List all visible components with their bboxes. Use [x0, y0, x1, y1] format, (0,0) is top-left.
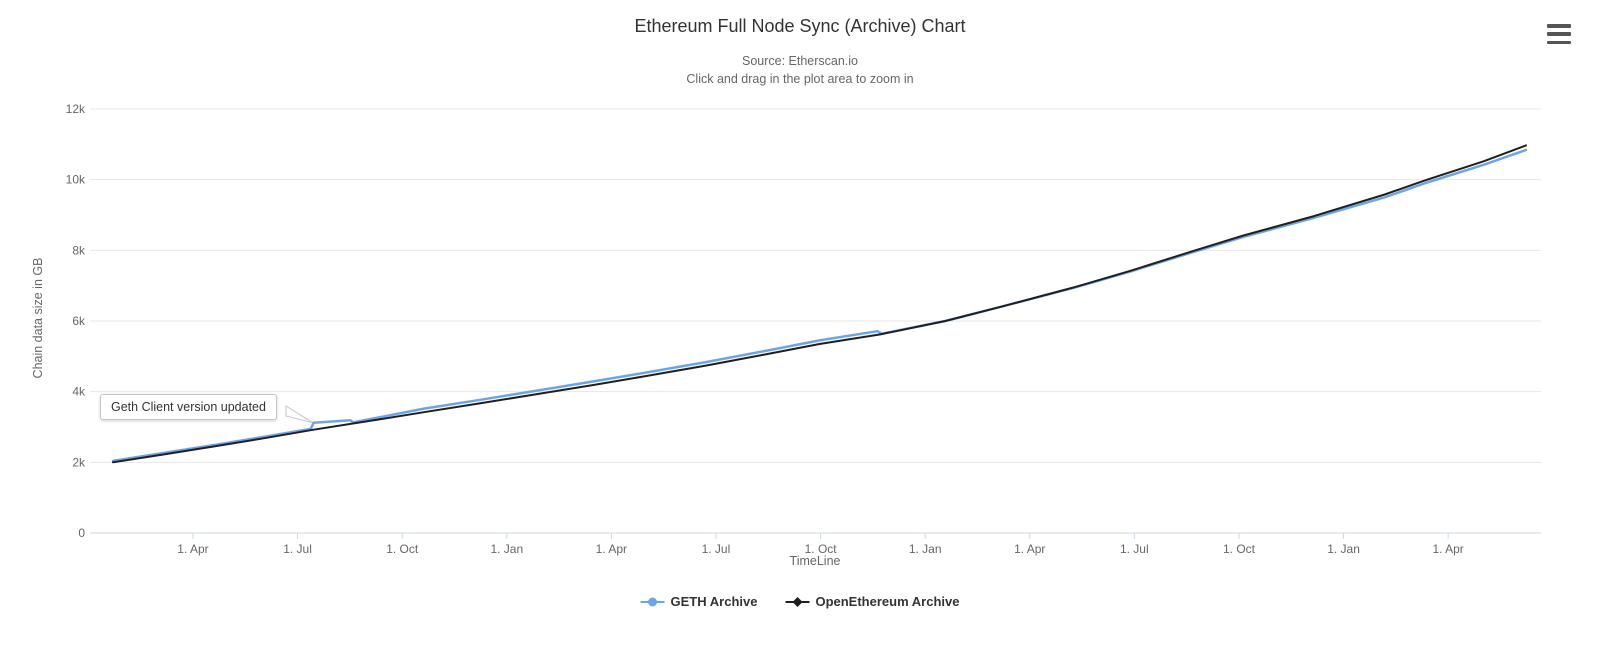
svg-text:10k: 10k: [66, 173, 86, 187]
geth-series-marker-icon: [640, 597, 665, 606]
x-axis-ticks-and-labels: 1. Apr 1. Jul 1. Oct 1. Jan 1. Apr 1. Jul 1. O…: [177, 533, 1464, 556]
svg-text:1. Apr: 1. Apr: [596, 542, 627, 556]
svg-text:1. Oct: 1. Oct: [1223, 542, 1256, 556]
chart-zoom-hint-subtitle: Click and drag in the plot area to zoom …: [686, 72, 914, 86]
y-axis-grid-and-labels: 0 2k 4k 6k 8k 10k 12k: [66, 102, 1541, 540]
y-axis-title: Chain data size in GB: [31, 257, 45, 379]
svg-text:0: 0: [78, 526, 85, 540]
svg-text:1. Oct: 1. Oct: [805, 542, 838, 556]
legend-label-geth: GETH Archive: [670, 594, 758, 609]
svg-text:1. Oct: 1. Oct: [386, 542, 419, 556]
hamburger-icon: [1547, 40, 1571, 44]
svg-text:1. Jul: 1. Jul: [283, 542, 312, 556]
annotation-pointer: [285, 405, 314, 424]
svg-text:4k: 4k: [72, 385, 86, 399]
svg-text:1. Apr: 1. Apr: [1432, 542, 1463, 556]
hamburger-icon: [1547, 24, 1571, 28]
legend-label-openethereum: OpenEthereum Archive: [815, 594, 960, 609]
annotation-callout: Geth Client version updated: [100, 394, 277, 420]
legend: GETH Archive OpenEthereum Archive: [640, 594, 959, 609]
chart-context-menu-button[interactable]: [1544, 22, 1574, 46]
svg-text:1. Jul: 1. Jul: [702, 542, 731, 556]
svg-text:6k: 6k: [72, 314, 86, 328]
svg-text:1. Jul: 1. Jul: [1120, 542, 1149, 556]
svg-text:12k: 12k: [66, 102, 86, 116]
chart-source-subtitle: Source: Etherscan.io: [741, 54, 859, 68]
svg-text:8k: 8k: [72, 243, 86, 257]
x-axis-title: TimeLine: [789, 554, 841, 568]
svg-text:1. Jan: 1. Jan: [909, 542, 942, 556]
svg-text:1. Jan: 1. Jan: [1327, 542, 1360, 556]
legend-item-openethereum-archive[interactable]: OpenEthereum Archive: [785, 594, 959, 609]
geth-archive-series-line: [111, 148, 1528, 463]
chart-title: Ethereum Full Node Sync (Archive) Chart: [634, 16, 966, 36]
svg-text:1. Jan: 1. Jan: [490, 542, 523, 556]
svg-text:2k: 2k: [72, 455, 86, 469]
openethereum-series-marker-icon: [785, 596, 810, 607]
hamburger-icon: [1547, 32, 1571, 36]
legend-item-geth-archive[interactable]: GETH Archive: [640, 594, 758, 609]
openethereum-archive-series-line: [112, 144, 1527, 464]
svg-text:1. Apr: 1. Apr: [177, 542, 208, 556]
svg-text:1. Apr: 1. Apr: [1014, 542, 1045, 556]
